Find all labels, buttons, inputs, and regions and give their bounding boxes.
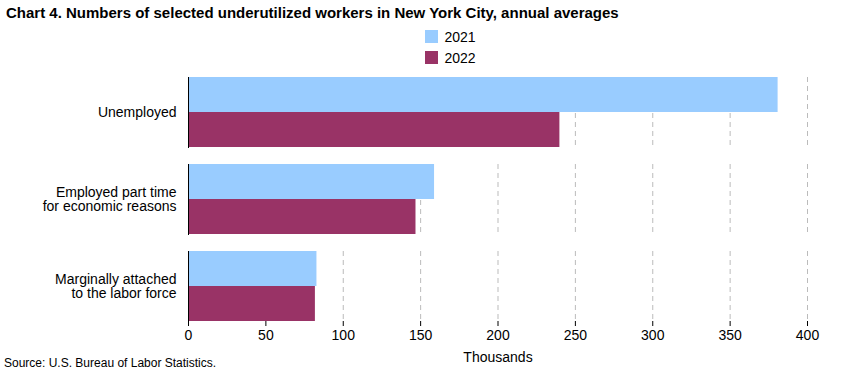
- svg-text:400: 400: [796, 327, 820, 343]
- svg-text:100: 100: [332, 327, 356, 343]
- svg-text:0: 0: [185, 327, 193, 343]
- svg-text:Thousands: Thousands: [463, 349, 532, 365]
- html-text:2021: 2021: [444, 28, 476, 45]
- svg-text:350: 350: [718, 327, 742, 343]
- svg-text:200: 200: [486, 327, 510, 343]
- svg-text:Employed part timefor economic: Employed part timefor economic reasons: [43, 184, 177, 214]
- svg-text:Marginally attachedto the labo: Marginally attachedto the labor force: [55, 271, 177, 301]
- svg-text:Unemployed: Unemployed: [98, 104, 177, 120]
- svg-text:50: 50: [258, 327, 274, 343]
- svg-text:300: 300: [641, 327, 665, 343]
- svg-text:250: 250: [564, 327, 588, 343]
- svg-text:150: 150: [409, 327, 433, 343]
- html-text:Source: U.S. Bureau of Labor S: Source: U.S. Bureau of Labor Statistics.: [4, 356, 217, 370]
- html-text:Chart 4. Numbers of selected u: Chart 4. Numbers of selected underutiliz…: [6, 4, 619, 21]
- html-text:2022: 2022: [444, 49, 476, 66]
